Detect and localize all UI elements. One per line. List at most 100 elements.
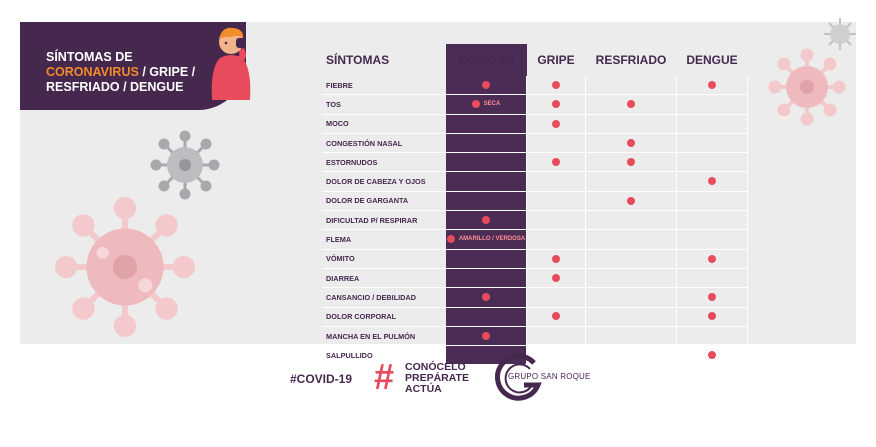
cell-covid19 (446, 268, 527, 289)
table-row: VÓMITO (322, 249, 748, 269)
table-row: CANSANCIO / DEBILIDAD (322, 287, 748, 308)
table-row: DOLOR CORPORAL (322, 307, 748, 327)
slogan-line-2: PREPÁRATE (405, 372, 469, 384)
cell-dengue (676, 229, 748, 250)
symptom-name: FLEMA (322, 229, 446, 250)
symptom-name: SALPULLIDO (322, 345, 446, 366)
cell-resfriado (585, 326, 677, 347)
slogan: CONÓCELO PREPÁRATE ACTÚA (405, 362, 469, 395)
cell-gripe (526, 249, 586, 269)
cell-gripe (526, 268, 586, 289)
header-dengue: DENGUE (686, 53, 738, 67)
cell-dengue (676, 287, 748, 308)
dot-marker (627, 158, 635, 167)
dot-marker (446, 235, 455, 244)
header-covid19: COVID-19 (446, 44, 527, 76)
cell-resfriado (585, 287, 677, 308)
cell-covid19 (446, 287, 527, 308)
cell-dengue (676, 94, 748, 115)
dot-marker (552, 80, 560, 89)
symptom-name: DIARREA (322, 268, 446, 289)
cell-gripe (526, 229, 586, 250)
cell-dengue (676, 76, 748, 96)
header-resfriado: RESFRIADO (595, 53, 667, 67)
cell-resfriado (585, 249, 677, 269)
cell-dengue (676, 133, 748, 154)
cell-dengue (676, 249, 748, 269)
cell-gripe (526, 326, 586, 347)
symptom-name: DIFICULTAD P/ RESPIRAR (322, 210, 446, 231)
virus-icon-pink-right (768, 48, 846, 126)
table-row: SALPULLIDO (322, 345, 748, 366)
cell-covid19 (446, 114, 527, 134)
symptom-name: MOCO (322, 114, 446, 134)
symptom-name: DOLOR DE CABEZA Y OJOS (322, 171, 446, 192)
table-row: MOCO (322, 114, 748, 134)
title-banner (20, 22, 246, 110)
dot-marker (627, 100, 635, 109)
cell-resfriado (585, 229, 677, 250)
page-title: SÍNTOMAS DE CORONAVIRUS / GRIPE / RESFRI… (46, 50, 216, 95)
cell-covid19 (446, 210, 527, 231)
dot-marker (552, 312, 560, 321)
note-marker: SECA (471, 100, 501, 109)
cell-gripe (526, 76, 586, 96)
dot-marker (482, 331, 490, 340)
cell-covid19 (446, 152, 527, 173)
cell-dengue (676, 210, 748, 231)
slogan-line-1: CONÓCELO (405, 361, 466, 373)
cell-dengue (676, 114, 748, 134)
dot-marker (482, 215, 490, 224)
table-row: DOLOR DE CABEZA Y OJOS (322, 171, 748, 192)
table-row: DIFICULTAD P/ RESPIRAR (322, 210, 748, 231)
symptom-name: VÓMITO (322, 249, 446, 269)
cell-gripe (526, 287, 586, 308)
table-row: TOS SECA (322, 94, 748, 115)
dot-marker (708, 351, 716, 360)
title-line-3: RESFRIADO / DENGUE (46, 80, 184, 94)
cell-covid19 (446, 171, 527, 192)
cell-covid19 (446, 76, 527, 96)
logo-text: GRUPO SAN ROQUE (508, 372, 591, 381)
symptom-name: ESTORNUDOS (322, 152, 446, 173)
symptom-name: TOS (322, 94, 446, 115)
dot-marker (552, 273, 560, 282)
header-sintomas: SÍNTOMAS (326, 53, 390, 67)
dot-marker (708, 254, 716, 263)
cell-dengue (676, 268, 748, 289)
cell-resfriado (585, 133, 677, 154)
cell-gripe (526, 191, 586, 212)
cell-covid19 (446, 133, 527, 154)
table-row: ESTORNUDOS (322, 152, 748, 173)
table-row: DIARREA (322, 268, 748, 289)
note-text: SECA (483, 100, 501, 107)
cell-covid19: SECA (446, 94, 527, 115)
hash-symbol: # (374, 356, 395, 397)
dot-marker (482, 80, 490, 89)
header-gripe: GRIPE (537, 53, 575, 67)
dot-marker (482, 293, 490, 302)
cell-resfriado (585, 152, 677, 173)
table-header-row: SÍNTOMAS COVID-19 GRIPE RESFRIADO DENGUE (322, 44, 748, 76)
dot-marker (471, 100, 480, 109)
title-line-2: CORONAVIRUS / GRIPE / (46, 65, 216, 80)
table-row: CONGESTIÓN NASAL (322, 133, 748, 154)
symptom-name: FIEBRE (322, 76, 446, 96)
cell-dengue (676, 307, 748, 327)
virus-icon-gray (150, 130, 220, 200)
dot-marker (552, 119, 560, 128)
title-line-1: SÍNTOMAS DE (46, 50, 133, 64)
cell-covid19: AMARILLO / VERDOSA (446, 229, 527, 250)
cell-covid19 (446, 249, 527, 269)
hashtag-covid: #COVID-19 (290, 372, 353, 386)
cell-resfriado (585, 76, 677, 96)
dot-marker (552, 254, 560, 263)
virus-icon-small-gray (824, 18, 856, 50)
title-accent: CORONAVIRUS (46, 65, 139, 79)
table-body: FIEBRE TOS SECA MOCO CONGESTIÓN NASAL ESTORNU… (322, 76, 748, 366)
virus-icon-large (55, 197, 195, 337)
table-row: FIEBRE (322, 76, 748, 96)
cell-resfriado (585, 191, 677, 212)
cell-gripe (526, 171, 586, 192)
cell-gripe (526, 307, 586, 327)
